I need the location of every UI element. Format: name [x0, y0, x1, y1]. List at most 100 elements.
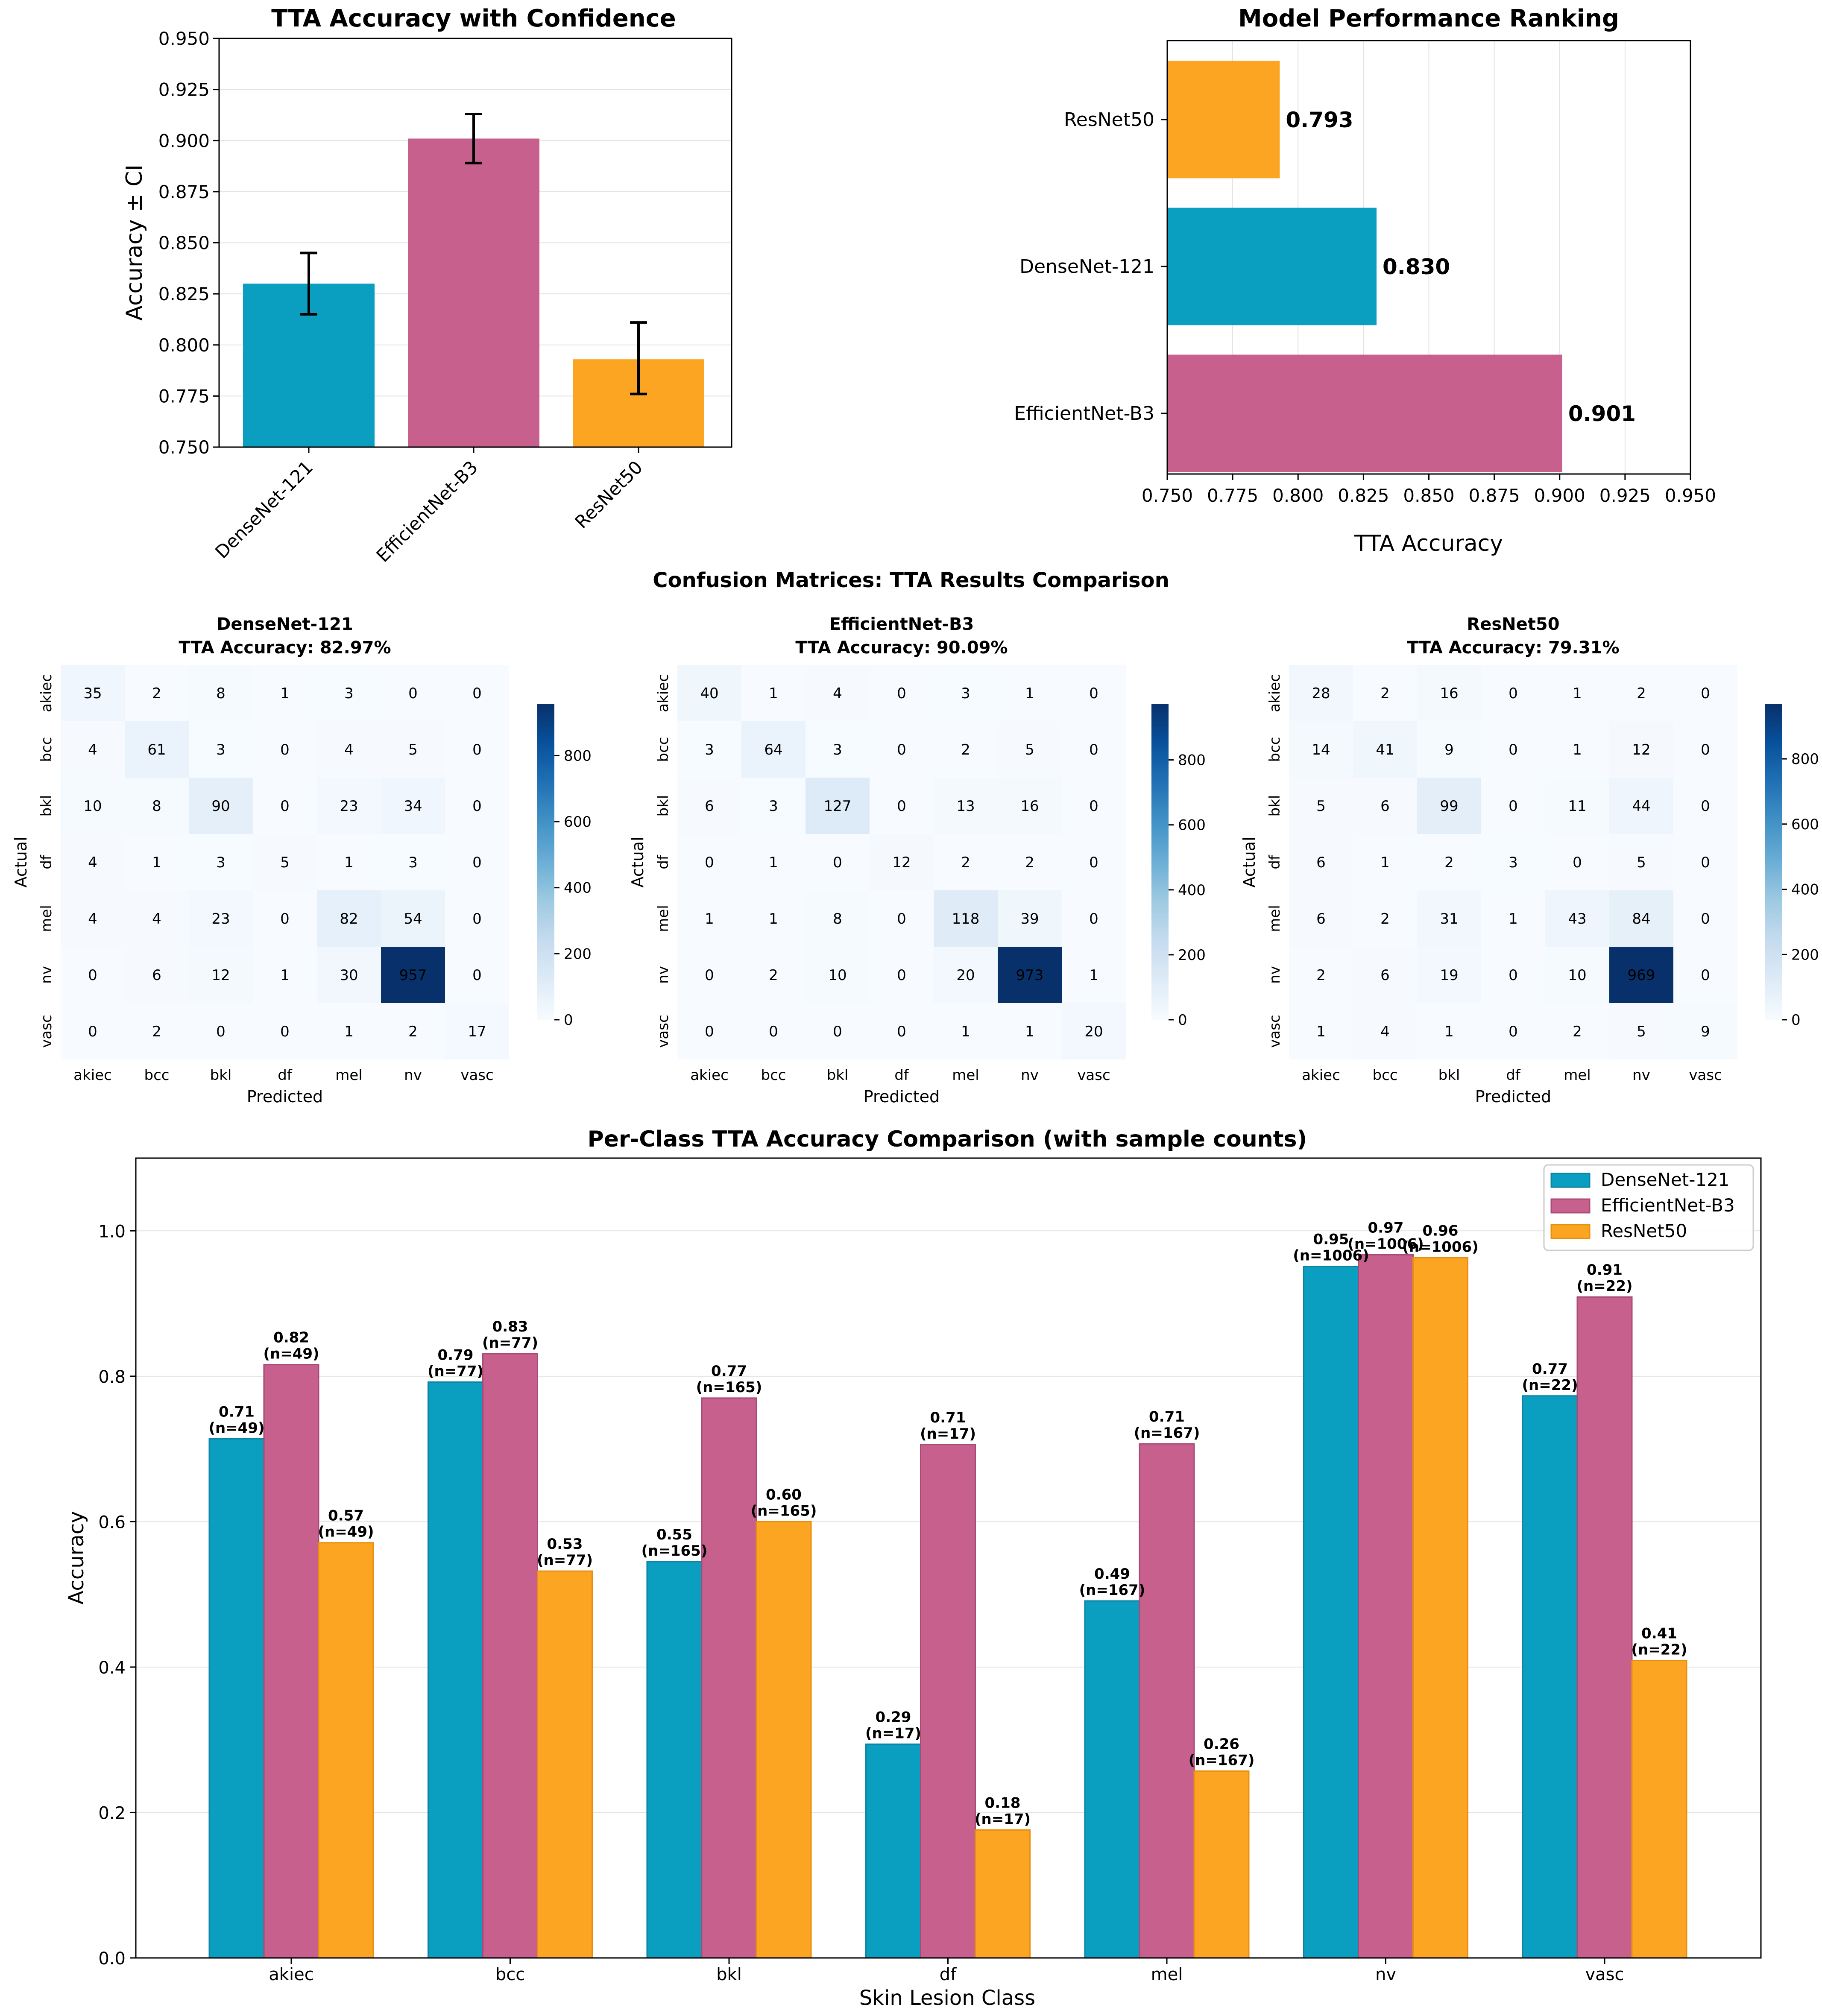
ranking-chart-y-ticks: EfficientNet-B3 DenseNet-121 ResNet50 [1014, 109, 1167, 424]
colorbar-tick-label: 400 [1791, 881, 1819, 898]
confusion-cell [1062, 834, 1126, 890]
confusion-cell [1289, 834, 1353, 890]
confusion-cell [1481, 947, 1545, 1003]
confusion-cell [381, 1003, 445, 1059]
confusion-cell [1545, 890, 1609, 947]
confusion-cell-value: 64 [764, 741, 782, 758]
confusion-cell-value: 1 [1509, 910, 1518, 928]
confusion-cell [61, 721, 125, 778]
confusion-cell [1417, 834, 1481, 890]
confusion-cell [870, 890, 934, 947]
confusion-cell-value: 35 [83, 685, 102, 702]
confidence-chart: TTA Accuracy with Confidence 0.7500.7750… [122, 5, 732, 566]
confusion-cell [1545, 947, 1609, 1003]
confusion-y-tick-label: mel [38, 905, 55, 932]
per-class-bar-resnet50-bkl [756, 1521, 812, 1959]
per-class-value-label: 0.97 [1368, 1219, 1404, 1236]
confusion-cell-value: 40 [700, 685, 718, 702]
colorbar-tick-label: 400 [564, 880, 592, 897]
per-class-value-label: 0.18 [985, 1794, 1021, 1811]
confusion-cell [1353, 778, 1417, 834]
confidence-chart-x-ticks: DenseNet-121 EfficientNet-B3 ResNet50 [211, 447, 647, 566]
per-class-bar-densenet-121-nv [1303, 1266, 1359, 1959]
per-class-count-label: (n=165) [642, 1542, 708, 1560]
per-class-value-label: 0.82 [273, 1329, 309, 1346]
legend-label-resnet50: ResNet50 [1601, 1220, 1687, 1241]
confusion-cell [677, 890, 741, 947]
confusion-cell [1062, 1003, 1126, 1059]
per-class-bar-densenet-121-mel [1084, 1600, 1140, 1959]
confusion-cell [125, 1003, 189, 1059]
per-class-x-tick-label-bcc: bcc [495, 1965, 525, 1984]
per-class-y-tick-label: 0.6 [98, 1513, 126, 1532]
confusion-cell [934, 947, 998, 1003]
confusion-cell-value: 0 [1089, 685, 1098, 702]
confusion-cell [1545, 778, 1609, 834]
confusion-cell-value: 19 [1440, 967, 1458, 984]
confusion-x-tick-label: nv [404, 1067, 422, 1084]
confusion-x-tick-label: bcc [761, 1067, 786, 1084]
confusion-cell-value: 1 [1025, 685, 1034, 702]
confusion-cell-value: 1 [769, 910, 778, 928]
confidence-x-tick-label-densenet-121: DenseNet-121 [211, 456, 317, 562]
confusion-cell-value: 5 [1637, 1023, 1646, 1040]
confusion-y-label: Actual [628, 837, 647, 887]
per-class-value-label: 0.96 [1423, 1222, 1459, 1239]
per-class-value-label: 0.26 [1204, 1735, 1239, 1753]
confusion-cell [806, 890, 870, 947]
confusion-cell [381, 778, 445, 834]
confusion-cell [806, 1003, 870, 1059]
confusion-x-tick-label: df [278, 1067, 293, 1084]
ranking-x-tick-label: 0.750 [1142, 485, 1193, 506]
confusion-cell-value: 84 [1632, 910, 1650, 928]
per-class-bar-resnet50-mel [1193, 1770, 1250, 1959]
per-class-chart-data-labels: 0.71(n=49)0.82(n=49)0.57(n=49)0.79(n=77)… [208, 1219, 1687, 1828]
confusion-cell-value: 0 [472, 798, 482, 815]
per-class-count-label: (n=49) [263, 1346, 319, 1363]
per-class-value-label: 0.71 [1149, 1408, 1185, 1425]
confusion-cell-value: 0 [705, 967, 714, 984]
ranking-x-tick-label: 0.900 [1534, 485, 1585, 506]
confusion-cell [189, 778, 253, 834]
confusion-x-label: Predicted [247, 1087, 323, 1106]
confusion-cell [870, 947, 934, 1003]
confidence-chart-y-ticks: 0.750 0.775 0.800 0.825 0.850 0.875 0.900 0.925… [158, 28, 219, 458]
confusion-x-tick-label: vasc [1077, 1067, 1110, 1084]
confusion-cell [125, 890, 189, 947]
confusion-cell [189, 947, 253, 1003]
confusion-cell-value: 3 [833, 741, 842, 758]
confusion-cell-value: 0 [408, 685, 418, 702]
confusion-cell [253, 665, 317, 721]
confusion-y-tick-label: bcc [1266, 737, 1283, 762]
confusion-cell [61, 834, 125, 890]
confusion-cell [1353, 834, 1417, 890]
per-class-count-label: (n=1006) [1293, 1247, 1369, 1264]
confusion-cell-value: 2 [1573, 1023, 1582, 1040]
confusion-cell [870, 1003, 934, 1059]
confusion-y-tick-label: bcc [655, 737, 672, 762]
confusion-cell [998, 834, 1062, 890]
per-class-value-label: 0.95 [1313, 1231, 1349, 1248]
confusion-cell-value: 17 [468, 1023, 486, 1040]
confusion-cell-value: 0 [1701, 854, 1710, 871]
per-class-count-label: (n=49) [208, 1419, 264, 1437]
per-class-count-label: (n=77) [482, 1334, 538, 1352]
confusion-panel-title: DenseNet-121 [217, 614, 353, 634]
confusion-cell [1481, 1003, 1545, 1059]
per-class-value-label: 0.53 [547, 1536, 583, 1553]
confusion-cell [1481, 834, 1545, 890]
confusion-cell-value: 5 [408, 741, 418, 758]
confusion-cell [253, 947, 317, 1003]
confusion-cell-value: 0 [1509, 967, 1518, 984]
confusion-colorbar [1765, 704, 1782, 1020]
confusion-x-label: Predicted [864, 1087, 940, 1106]
confusion-cell-value: 0 [472, 741, 482, 758]
confusion-x-tick-label: mel [1564, 1067, 1591, 1084]
confusion-cell-value: 957 [399, 967, 427, 984]
confusion-cell-value: 0 [472, 910, 482, 928]
confusion-cell [1673, 1003, 1737, 1059]
confusion-cell-value: 3 [216, 741, 226, 758]
confusion-cell-value: 4 [88, 910, 97, 928]
confusion-cell [1417, 665, 1481, 721]
